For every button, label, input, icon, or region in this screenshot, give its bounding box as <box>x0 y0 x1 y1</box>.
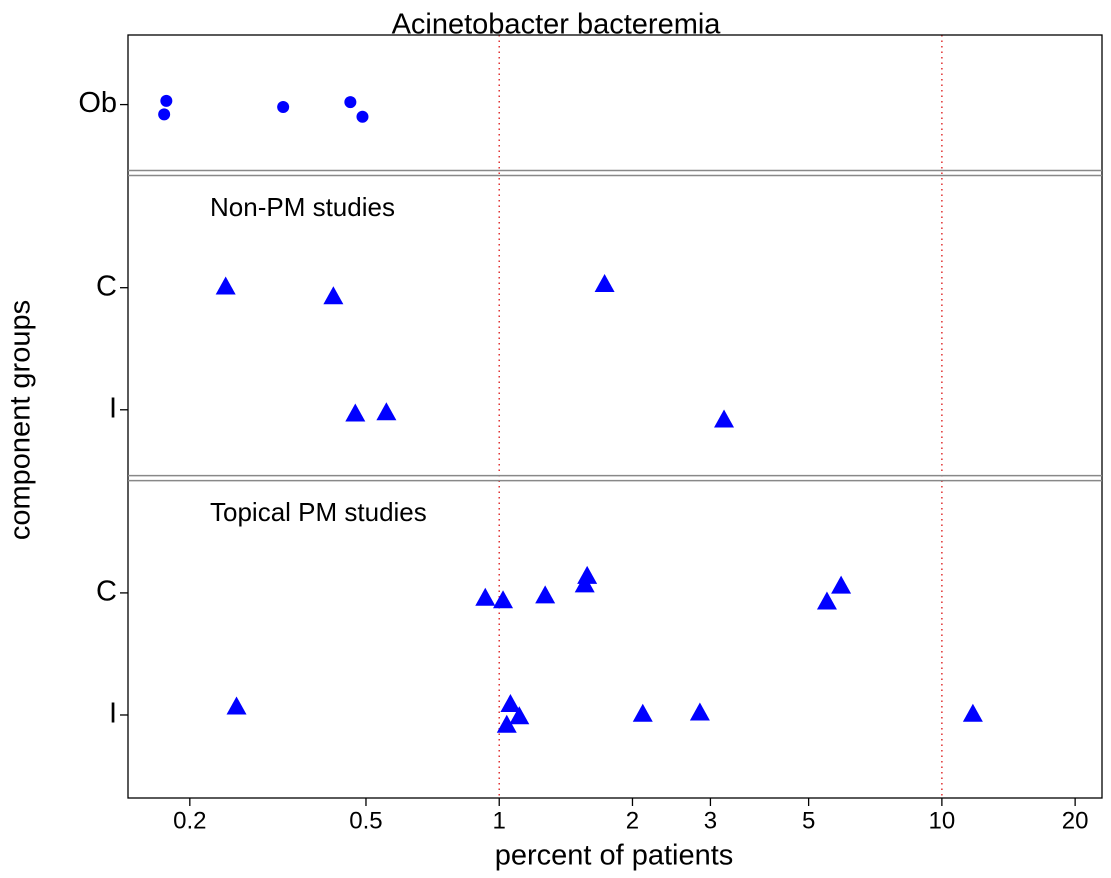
x-tick-label: 5 <box>802 807 815 834</box>
point <box>356 110 369 123</box>
point <box>376 402 397 421</box>
y-axis-label: component groups <box>5 300 37 540</box>
y-tick-label: C <box>96 576 117 608</box>
point <box>831 575 852 594</box>
point <box>535 585 556 604</box>
point <box>594 274 615 293</box>
x-axis-label: percent of patients <box>495 840 734 872</box>
x-tick-label: 3 <box>704 807 717 834</box>
point <box>714 409 735 428</box>
x-tick-label: 20 <box>1062 807 1089 834</box>
y-tick-label: I <box>109 698 117 730</box>
point <box>323 286 344 305</box>
panel-label: Topical PM studies <box>210 497 427 527</box>
y-tick-label: I <box>109 392 117 424</box>
point <box>160 94 173 107</box>
point <box>493 590 514 609</box>
point <box>577 565 598 584</box>
y-tick-label: C <box>96 270 117 302</box>
point <box>689 702 710 721</box>
point <box>509 706 530 725</box>
x-tick-label: 0.2 <box>173 807 206 834</box>
x-tick-label: 2 <box>626 807 639 834</box>
x-tick-label: 1 <box>493 807 506 834</box>
point <box>500 693 521 712</box>
panel-label: Non-PM studies <box>210 192 395 222</box>
point <box>632 703 653 722</box>
y-tick-label: Ob <box>78 87 117 119</box>
x-tick-label: 10 <box>929 807 956 834</box>
x-tick-label: 0.5 <box>349 807 382 834</box>
plot-frame <box>127 34 1103 799</box>
point <box>816 591 837 610</box>
point <box>962 703 983 722</box>
chart-title: Acinetobacter bacteremia <box>392 9 722 41</box>
point <box>158 108 171 121</box>
point <box>277 101 290 114</box>
point <box>215 276 236 295</box>
point <box>345 403 366 422</box>
point <box>475 587 496 606</box>
point <box>344 96 357 109</box>
point <box>496 714 517 733</box>
point <box>226 696 247 715</box>
